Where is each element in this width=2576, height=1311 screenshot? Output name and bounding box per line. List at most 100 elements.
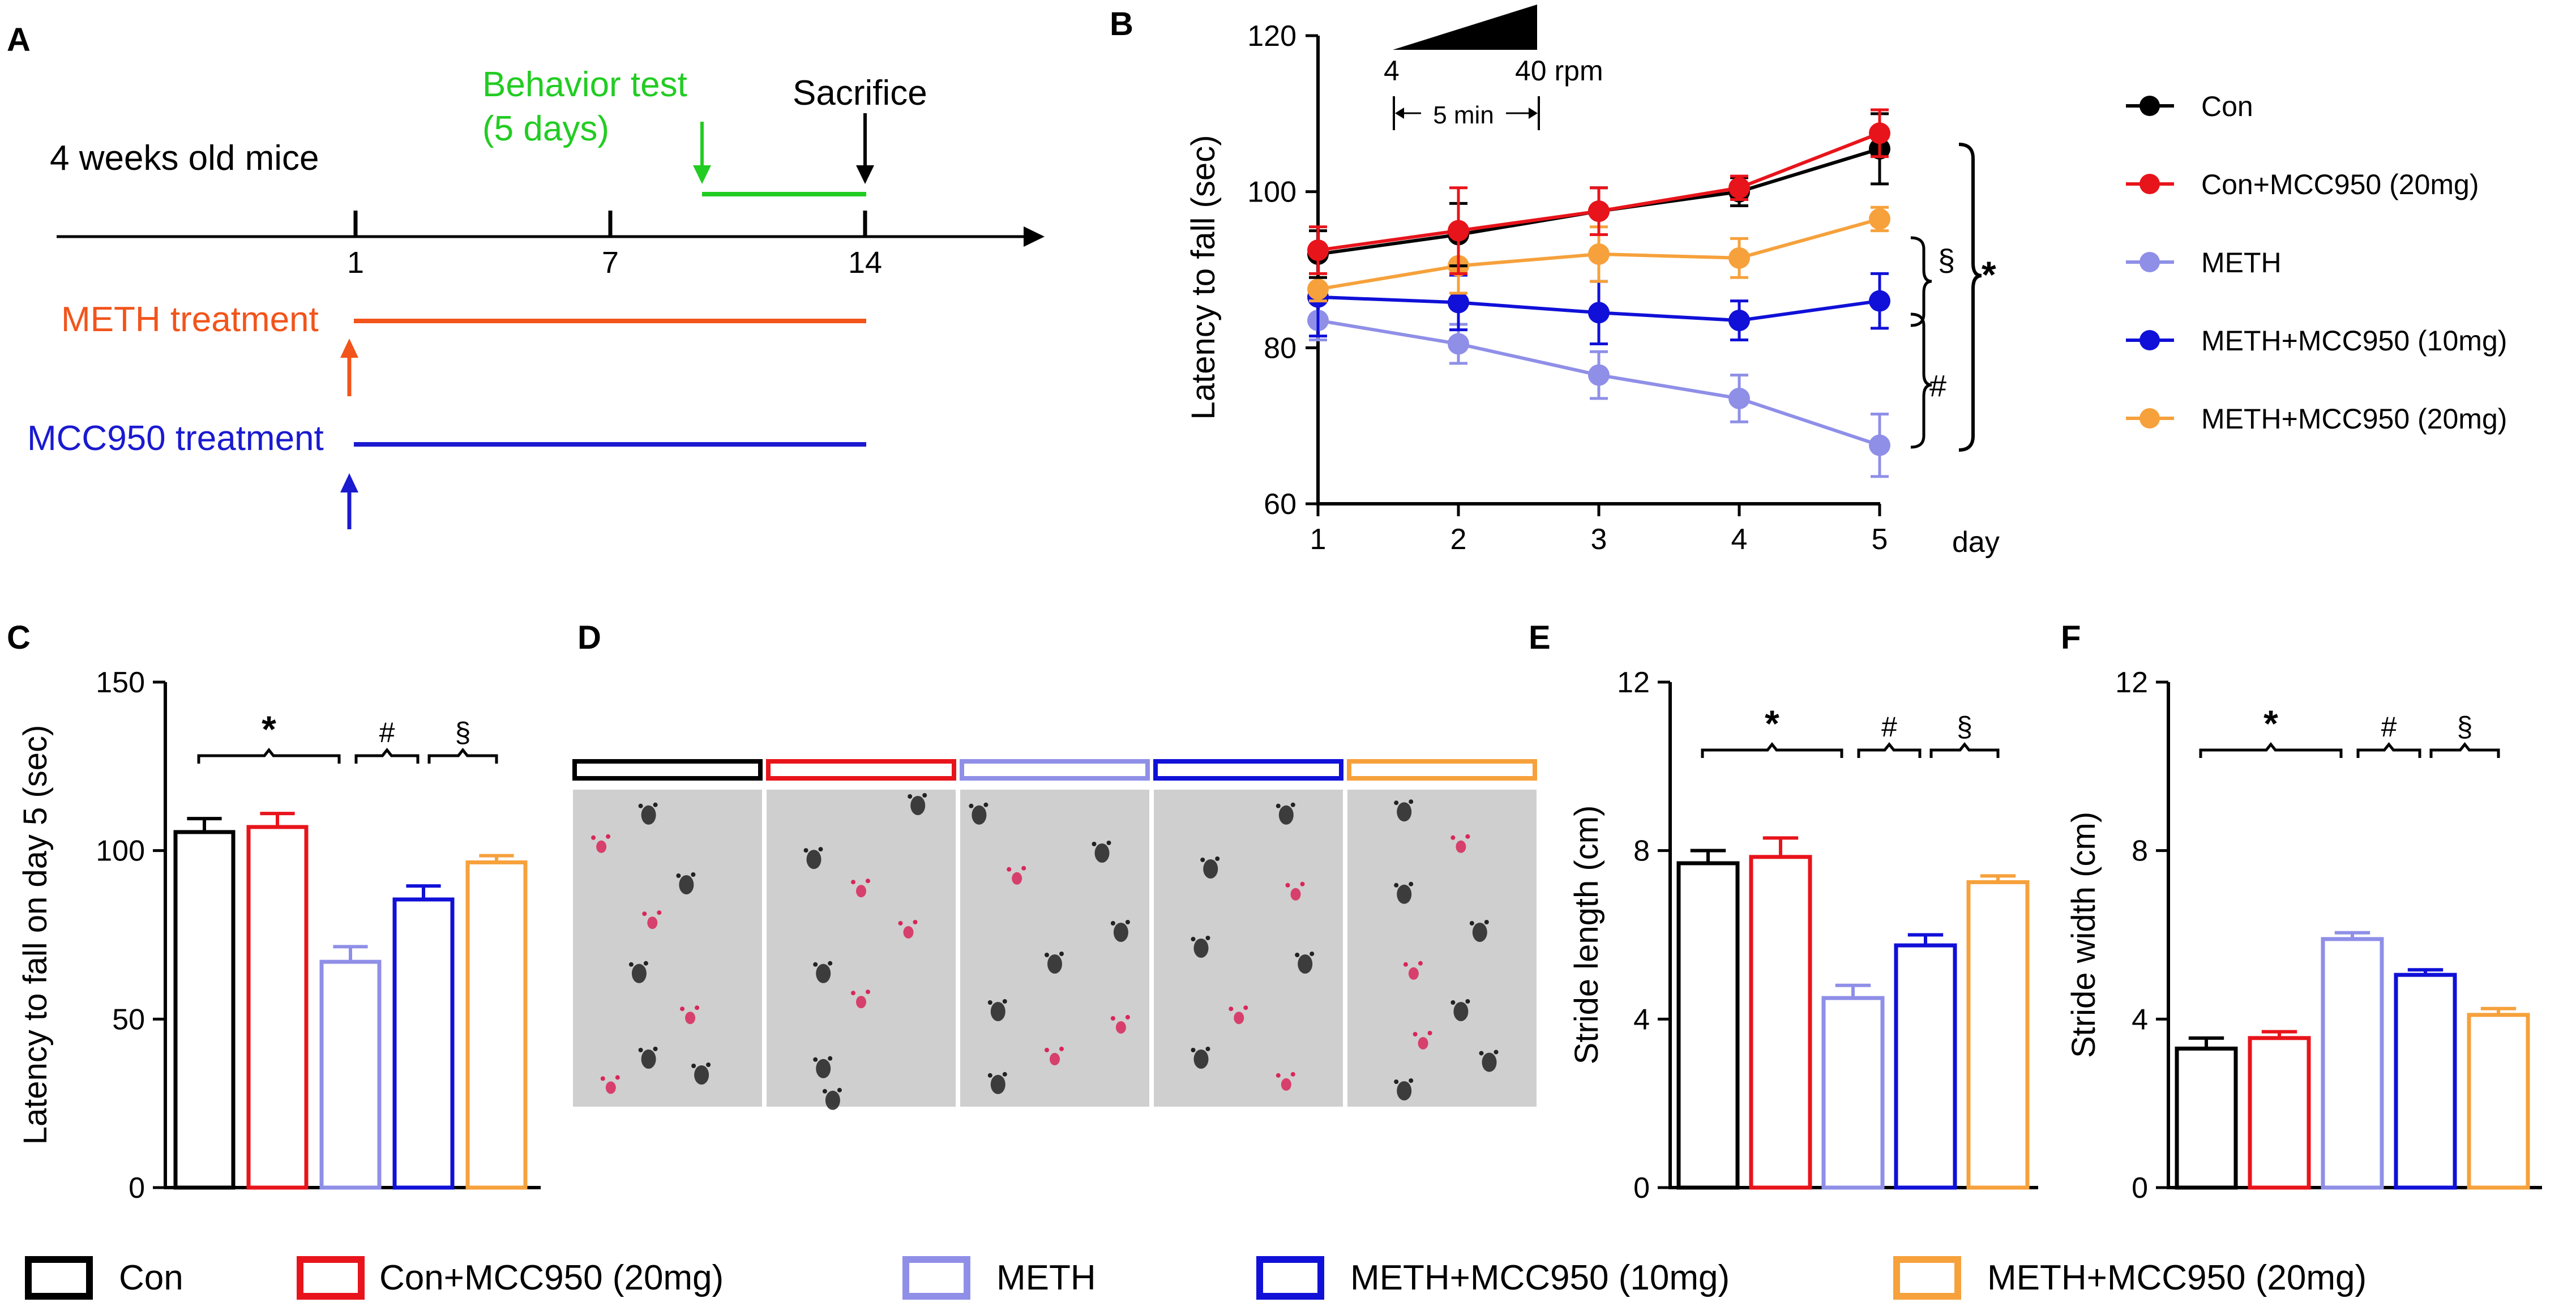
paw-toe	[983, 802, 989, 807]
data-point	[1588, 364, 1610, 386]
paw-toe	[1300, 881, 1305, 886]
paw-print	[631, 963, 647, 983]
data-point	[1307, 278, 1329, 300]
behavior-arrowhead	[693, 165, 711, 184]
paw-toe	[1394, 1079, 1399, 1084]
paw-toe	[638, 1048, 643, 1052]
significance-bracket	[1857, 742, 1922, 758]
data-point	[1728, 247, 1750, 269]
paw-print	[990, 1074, 1005, 1094]
timeline-arrowhead	[1024, 226, 1045, 247]
paw-toe	[898, 921, 903, 926]
y-axis-label: Stride width (cm)	[2065, 812, 2102, 1058]
paw-print	[1047, 954, 1062, 974]
paw-toe	[1290, 802, 1295, 807]
paw-print	[1094, 843, 1110, 863]
panel-e-bar-chart: E Stride length (cm) 0 4 8 12 * # §	[1529, 619, 2038, 1205]
panel-c-chart: Latency to fall on day 5 (sec) 0 50 100 150 *…	[17, 666, 541, 1205]
paw-print	[816, 963, 831, 983]
paw-toe	[828, 961, 833, 966]
paw-toe	[1200, 858, 1205, 862]
bar-meth	[319, 959, 382, 1190]
paw-print	[816, 1059, 831, 1078]
track-header-meth_mcc20	[1347, 759, 1537, 781]
data-point	[1869, 208, 1890, 230]
significance-symbol: §	[455, 717, 471, 748]
y-axis-label: Latency to fall on day 5 (sec)	[17, 725, 54, 1145]
sig-section-sign-b: §	[1938, 243, 1955, 277]
paw-toe	[866, 989, 870, 995]
panel-a-timeline: A 4 weeks old mice Behavior test (5 days…	[7, 22, 1045, 529]
paw-print	[685, 1012, 696, 1025]
paw-toe	[1469, 921, 1474, 926]
paw-print	[605, 1081, 616, 1094]
sacrifice-arrowhead	[856, 165, 874, 184]
panel-c-label: C	[7, 619, 31, 656]
paw-toe	[1229, 1006, 1234, 1012]
paw-toe	[1045, 953, 1049, 957]
panel-b-x-unit: day	[1952, 526, 2000, 559]
data-point	[1307, 239, 1329, 262]
paw-print	[641, 1049, 656, 1069]
panel-b-x-tick-label: 2	[1450, 523, 1467, 556]
paw-toe	[1310, 952, 1315, 956]
paw-toe	[638, 803, 643, 808]
paw-toe	[1465, 999, 1470, 1004]
paw-toe	[1243, 1005, 1248, 1010]
paw-toe	[1125, 920, 1130, 924]
panel-b-series	[1307, 108, 1890, 478]
tick-label-7: 7	[602, 246, 619, 280]
meth-treatment-arrowhead	[340, 339, 358, 358]
paw-print	[1456, 840, 1466, 853]
panel-b-x-tick-label: 4	[1731, 523, 1748, 556]
paw-toe	[1191, 1048, 1196, 1052]
y-tick-label: 8	[2132, 835, 2148, 868]
legend-label-con_mcc20: Con+MCC950 (20mg)	[379, 1258, 724, 1297]
paw-print	[694, 1065, 709, 1085]
paw-toe	[828, 1056, 833, 1061]
panel-b-x-tick-label: 5	[1872, 523, 1888, 556]
paw-toe	[1045, 1048, 1049, 1052]
significance-symbol: *	[2263, 702, 2278, 744]
paw-print	[1453, 1002, 1469, 1021]
bracket-hash	[1910, 312, 1932, 449]
paw-toe	[803, 848, 808, 853]
data-point	[1869, 290, 1890, 312]
data-point	[1869, 434, 1890, 456]
paw-toe	[653, 1047, 658, 1051]
paw-toe	[1409, 1078, 1414, 1083]
y-tick-label: 150	[96, 666, 145, 699]
bar-con_mcc20	[1749, 855, 1812, 1190]
bar-con	[173, 830, 236, 1190]
significance-symbol: *	[1765, 702, 1779, 744]
meth-treatment-label: METH treatment	[61, 300, 319, 339]
data-point	[1448, 333, 1469, 355]
paw-toe	[1285, 882, 1290, 888]
legend-swatch-con	[25, 1256, 93, 1300]
track-header-meth_mcc10	[1153, 759, 1343, 781]
sig-asterisk-b: *	[1982, 254, 1996, 295]
sig-hash-b: #	[1929, 369, 1946, 403]
panel-f-label: F	[2061, 619, 2081, 656]
legend-marker-meth_mcc20	[2139, 408, 2160, 429]
paw-toe	[1450, 835, 1456, 840]
legend-label-con: Con	[2201, 91, 2253, 122]
ramp-start-label: 4	[1384, 55, 1400, 87]
panel-b-y-tick-label: 60	[1264, 488, 1296, 521]
panel-b-line-chart: B Latency to fall (sec) day 4 40 rpm 5 m…	[1110, 5, 2507, 559]
panel-b-label: B	[1110, 6, 1133, 42]
ramp-left-arrowhead	[1395, 108, 1404, 119]
data-point	[1728, 177, 1750, 199]
bar-meth_mcc10	[1894, 943, 1957, 1190]
paw-toe	[600, 1076, 605, 1081]
paw-toe	[676, 873, 681, 878]
paw-toe	[615, 1075, 620, 1080]
paw-print	[1397, 884, 1412, 904]
y-tick-label: 12	[1617, 666, 1650, 699]
paw-toe	[1002, 1072, 1007, 1077]
mcc950-treatment-label: MCC950 treatment	[27, 419, 324, 458]
bar-con	[1676, 861, 1740, 1190]
paw-print	[1472, 923, 1487, 942]
panel-d-footprints: D	[572, 619, 1537, 1110]
paw-toe	[1205, 936, 1210, 940]
